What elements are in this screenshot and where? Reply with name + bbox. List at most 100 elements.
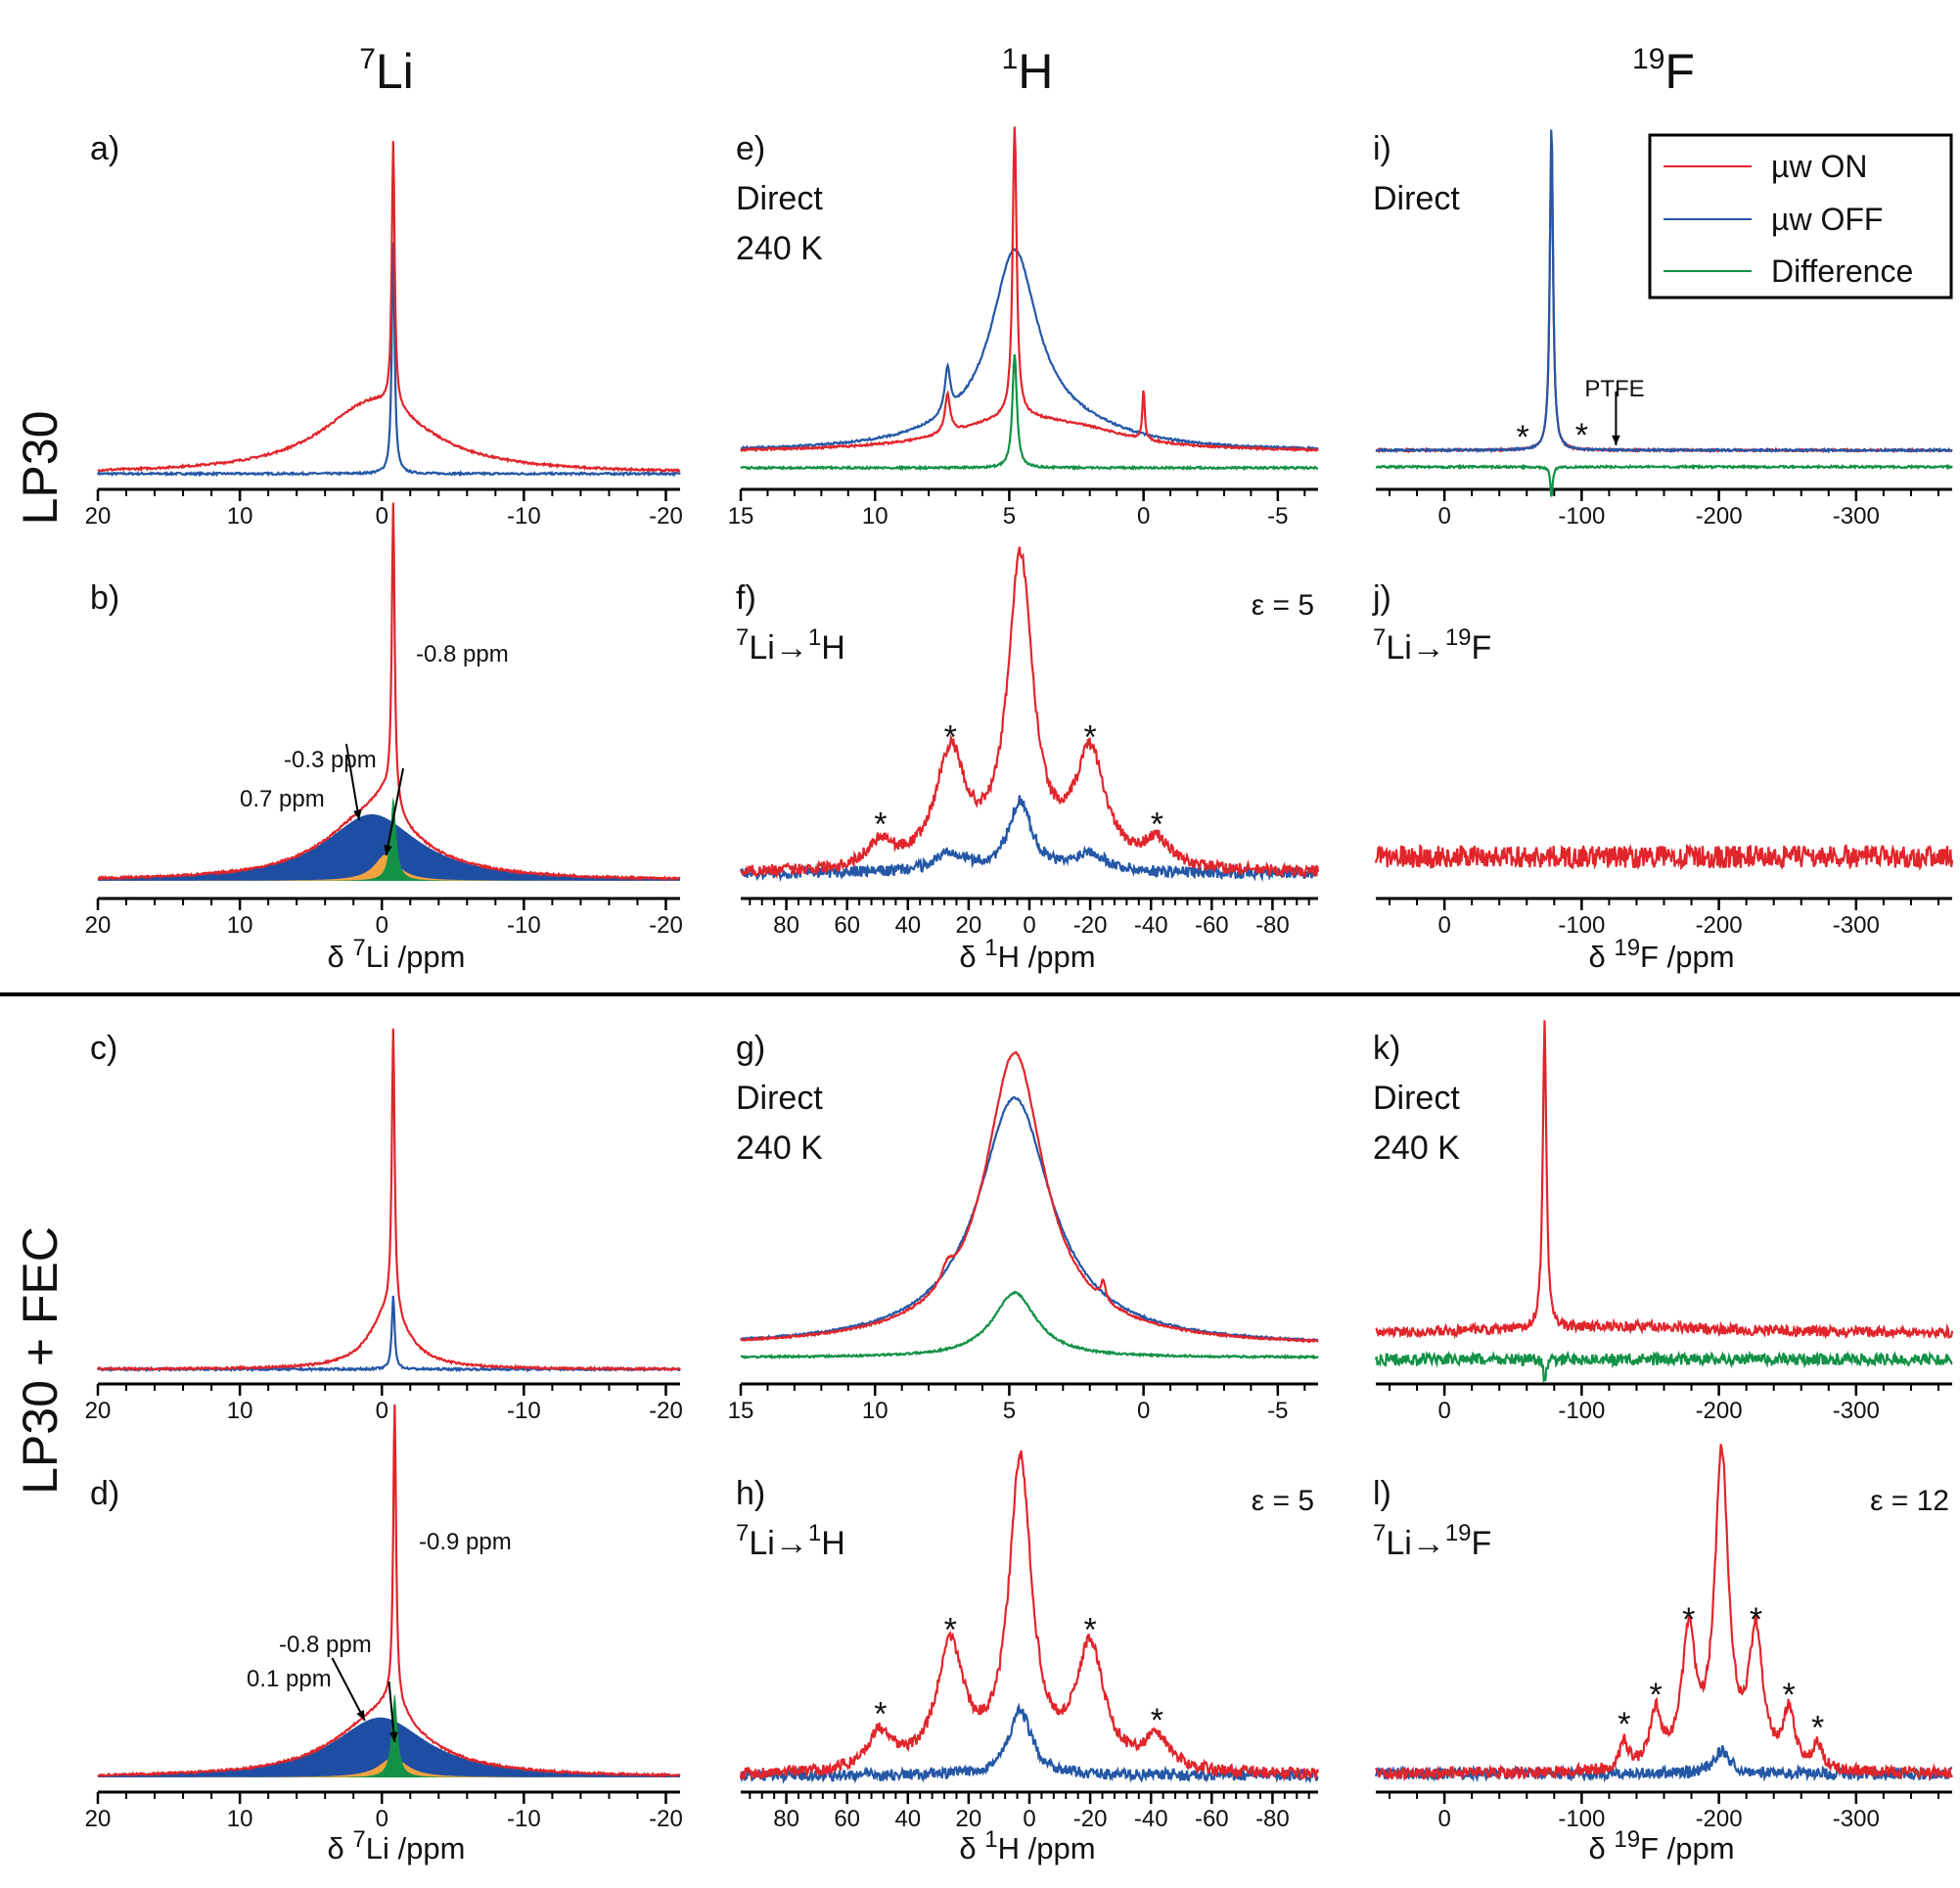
panel-e-tick-label: 10 — [862, 503, 889, 530]
panel-k-tick-label: 0 — [1437, 1398, 1450, 1424]
panel-c-letter: c) — [90, 1030, 117, 1067]
panel-d-peak-label-1: -0.9 ppm — [419, 1529, 512, 1555]
panel-k-tick-label: -100 — [1558, 1398, 1605, 1424]
panel-g-series-won — [740, 1051, 1319, 1344]
panel-j-letter: j) — [1372, 579, 1391, 617]
panel-f-series-woff — [739, 795, 1320, 883]
legend: µw ON µw OFF Difference — [1648, 133, 1953, 299]
panel-k-series-won — [1375, 1020, 1954, 1340]
panel-h-tick-label: -40 — [1134, 1806, 1168, 1832]
panel-e-line1: Direct — [736, 180, 823, 217]
panel-g-tick-label: 10 — [862, 1398, 889, 1424]
panel-i-tick-label: 0 — [1437, 503, 1450, 530]
panel-h-cp: 7Li→1H — [736, 1520, 845, 1562]
panel-d-arrow-head — [356, 1710, 365, 1721]
panel-e-series-woff — [740, 247, 1319, 452]
panel-j-tick-label: -300 — [1833, 912, 1880, 939]
panel-g-tick-label: -5 — [1267, 1398, 1288, 1424]
col-header-li: 7Li — [359, 43, 414, 99]
panel-d-series-won — [97, 1404, 681, 1778]
panel-j-cp: 7Li→19F — [1373, 624, 1491, 667]
panel-b-arrow — [385, 767, 404, 856]
col-header-h: 1H — [1002, 43, 1054, 99]
panel-e-tick-label: -5 — [1267, 503, 1288, 530]
panel-e-series-difference — [740, 353, 1319, 472]
panel-d-tick-label: -20 — [649, 1806, 683, 1832]
panel-h-tick-label: 40 — [894, 1806, 921, 1832]
panel-i-series-difference — [1375, 463, 1953, 497]
panel-b-deconv-narrow — [98, 797, 680, 881]
legend-label-on: µw ON — [1771, 149, 1867, 184]
panel-l-tick-label: 0 — [1437, 1806, 1450, 1832]
panel-b-tick-label: -10 — [507, 912, 541, 939]
panel-e-line2: 240 K — [736, 230, 823, 267]
panel-f-tick-label: -80 — [1255, 912, 1290, 939]
panel-h-sideband-asterisk: * — [1151, 1702, 1163, 1739]
panel-d-xlabel: δ 7Li /ppm — [328, 1826, 466, 1865]
panel-j-tick-label: -100 — [1558, 912, 1605, 939]
panel-b-tick-label: -20 — [649, 912, 683, 939]
panel-l-tick-label: -200 — [1696, 1806, 1743, 1832]
panel-k-series-difference — [1374, 1350, 1953, 1384]
panel-e-letter: e) — [736, 130, 765, 167]
panel-g-line2: 240 K — [736, 1129, 823, 1167]
panel-f-series-won — [740, 546, 1320, 880]
panel-d-tick-label: -10 — [507, 1806, 541, 1832]
panel-b-tick-label: 10 — [227, 912, 253, 939]
panel-b-arrow — [344, 743, 361, 821]
panel-a-series-won — [97, 141, 681, 474]
panel-d-letter: d) — [90, 1475, 119, 1512]
panel-f-sideband-asterisk: * — [1083, 719, 1096, 757]
panel-a-axis: 20 10 0 -10 -20 — [85, 487, 683, 530]
panel-l-axis: 0 -100 -200 -300 — [1376, 1790, 1952, 1832]
panel-j-axis: 0 -100 -200 -300 — [1376, 897, 1952, 939]
panel-i-line1: Direct — [1373, 180, 1460, 217]
panel-k-line1: Direct — [1373, 1080, 1460, 1117]
panel-b-xlabel: δ 7Li /ppm — [328, 935, 466, 974]
panel-i-sideband-asterisk: * — [1575, 417, 1588, 454]
panel-f-cp: 7Li→1H — [736, 624, 845, 667]
panel-f-sideband-asterisk: * — [1151, 806, 1163, 844]
panel-f-tick-label: 60 — [834, 912, 860, 939]
panel-f-sideband-asterisk: * — [944, 719, 957, 757]
panel-h-sideband-asterisk: * — [944, 1612, 957, 1649]
panel-b-arrow-head — [384, 845, 392, 855]
panel-h-letter: h) — [736, 1475, 765, 1512]
panel-k-line2: 240 K — [1373, 1129, 1460, 1167]
panel-g-series-difference — [740, 1290, 1319, 1360]
panel-d-tick-label: 20 — [85, 1806, 112, 1832]
panel-i-tick-label: -100 — [1558, 503, 1605, 530]
panel-g-tick-label: 5 — [1003, 1398, 1016, 1424]
panel-i-arrow-head — [1612, 435, 1620, 445]
panel-g-series-woff — [740, 1095, 1319, 1343]
panel-b-peak-label-3: 0.7 ppm — [240, 786, 325, 812]
panel-h-series-woff — [739, 1702, 1319, 1784]
panel-i-axis: 0 -100 -200 -300 — [1376, 487, 1952, 530]
legend-label-off: µw OFF — [1771, 202, 1883, 237]
panel-c-tick-label: -10 — [507, 1398, 541, 1424]
panel-f-eps: ε = 5 — [1252, 589, 1314, 622]
panel-l-series-won — [1375, 1444, 1953, 1781]
panel-c-axis: 20 10 0 -10 -20 — [85, 1382, 683, 1424]
panel-f-tick-label: 80 — [773, 912, 799, 939]
panel-b-arrow-head — [353, 809, 362, 820]
panel-f-tick-label: -40 — [1134, 912, 1168, 939]
panel-h-axis: 80 60 40 20 0 -20 -40 -60 -80 — [741, 1790, 1318, 1832]
panel-b-tick-label: 0 — [376, 912, 388, 939]
panel-d-tick-label: 0 — [376, 1806, 388, 1832]
panel-g-line1: Direct — [736, 1080, 823, 1117]
panel-d-deconv-narrow — [98, 1693, 680, 1777]
panel-b-series-won — [97, 502, 681, 882]
panel-a-tick-label: -10 — [507, 503, 541, 530]
panel-c-series-woff — [97, 1295, 681, 1373]
panel-b-peak-label-1: -0.8 ppm — [416, 641, 509, 668]
panel-i-ptfe-label: PTFE — [1584, 376, 1644, 402]
panel-d-arrow — [331, 1657, 366, 1722]
panel-b-tick-label: 20 — [85, 912, 112, 939]
panel-h-tick-label: -20 — [1073, 1806, 1108, 1832]
panel-e-series-won — [740, 126, 1319, 453]
panel-e-tick-label: 0 — [1137, 503, 1150, 530]
panel-a-tick-label: -20 — [649, 503, 683, 530]
panel-h-series-won — [739, 1450, 1320, 1782]
panel-l-sideband-asterisk: * — [1750, 1601, 1762, 1638]
